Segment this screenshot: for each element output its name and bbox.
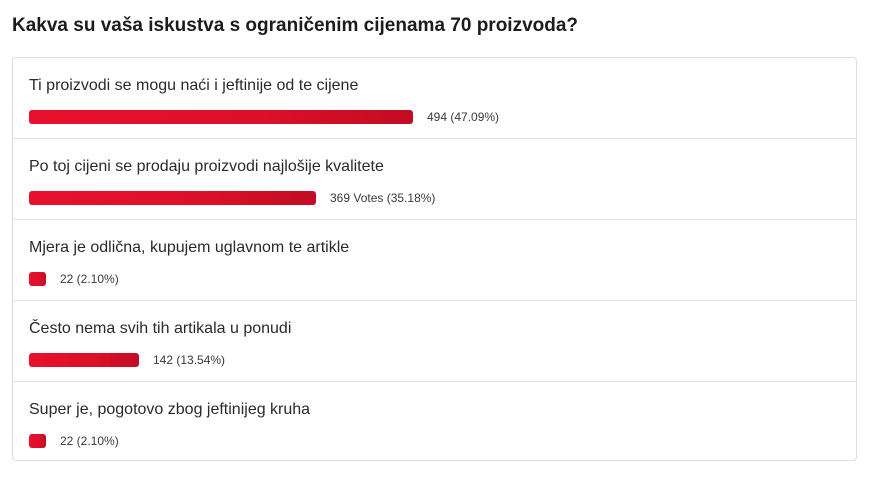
result-bar <box>29 434 46 448</box>
result-bar-track <box>29 353 139 367</box>
result-count: 22 (2.10%) <box>60 272 119 286</box>
result-count: 142 (13.54%) <box>153 353 226 367</box>
result-row: 22 (2.10%) <box>29 433 119 449</box>
option-label: Super je, pogotovo zbog jeftinijeg kruha <box>29 401 311 418</box>
poll-option: Super je, pogotovo zbog jeftinijeg kruha… <box>13 382 856 463</box>
option-label: Mjera je odlična, kupujem uglavnom te ar… <box>29 239 350 256</box>
option-label: Često nema svih tih artikala u ponudi <box>29 320 292 337</box>
option-label: Ti proizvodi se mogu naći i jeftinije od… <box>29 77 359 94</box>
result-bar-track <box>29 272 46 286</box>
result-count: 369 Votes (35.18%) <box>330 191 436 205</box>
result-row: 142 (13.54%) <box>29 352 225 368</box>
result-bar <box>29 191 316 205</box>
poll-results-card: Ti proizvodi se mogu naći i jeftinije od… <box>12 57 857 461</box>
result-row: 494 (47.09%) <box>29 109 499 125</box>
result-bar <box>29 272 46 286</box>
poll-option: Često nema svih tih artikala u ponudi 14… <box>13 301 856 382</box>
result-row: 369 Votes (35.18%) <box>29 190 435 206</box>
result-bar-track <box>29 110 413 124</box>
result-bar <box>29 110 413 124</box>
poll-option: Ti proizvodi se mogu naći i jeftinije od… <box>13 58 856 139</box>
result-bar-track <box>29 191 316 205</box>
poll-option: Po toj cijeni se prodaju proizvodi najlo… <box>13 139 856 220</box>
poll-option: Mjera je odlična, kupujem uglavnom te ar… <box>13 220 856 301</box>
result-count: 494 (47.09%) <box>427 110 500 124</box>
result-bar-track <box>29 434 46 448</box>
option-label: Po toj cijeni se prodaju proizvodi najlo… <box>29 158 384 175</box>
result-bar <box>29 353 139 367</box>
result-count: 22 (2.10%) <box>60 434 119 448</box>
poll-question: Kakva su vaša iskustva s ograničenim cij… <box>12 15 579 36</box>
result-row: 22 (2.10%) <box>29 271 119 287</box>
